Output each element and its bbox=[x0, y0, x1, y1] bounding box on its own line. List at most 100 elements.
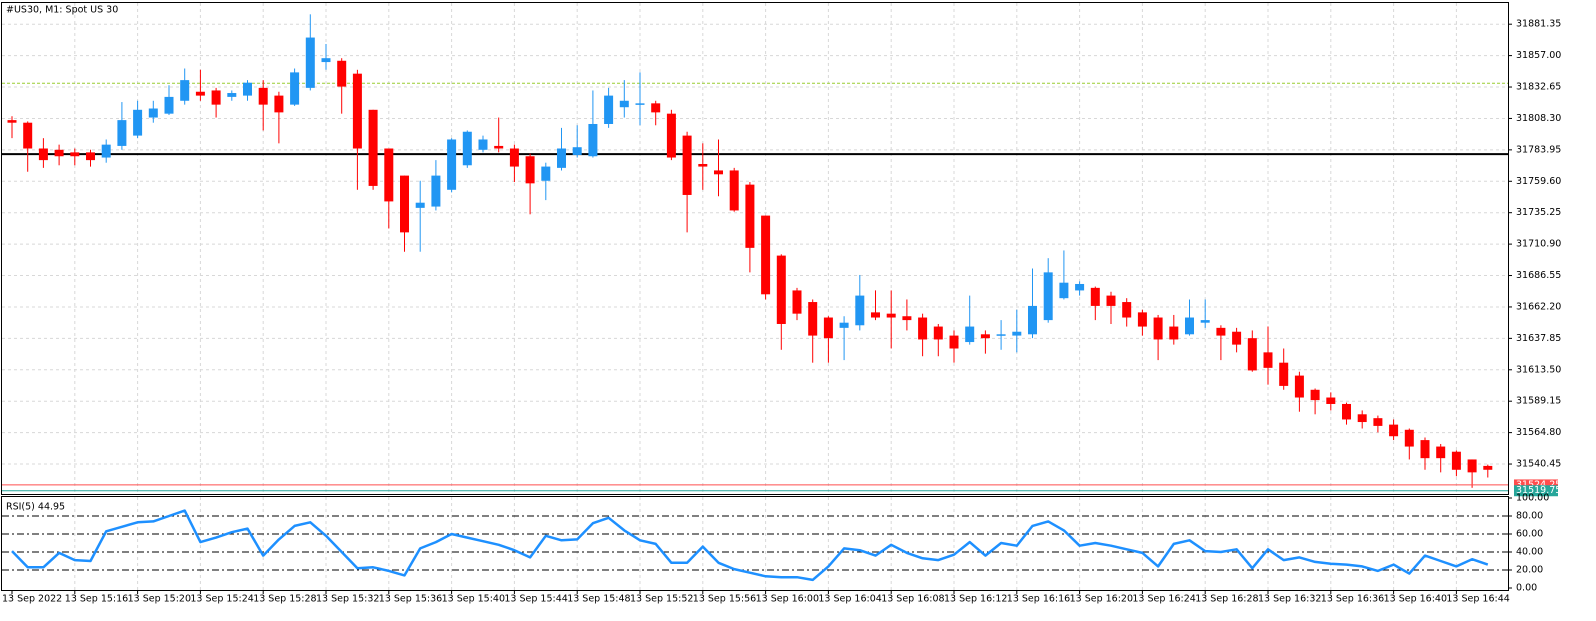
candle-body bbox=[337, 60, 347, 87]
x-tick-label: 13 Sep 15:48 bbox=[567, 594, 630, 605]
y-tick-label: 20.00 bbox=[1516, 565, 1543, 576]
candle-body bbox=[509, 148, 519, 167]
candle-body bbox=[384, 148, 394, 202]
x-tick-label: 13 Sep 15:16 bbox=[65, 594, 128, 605]
y-tick-label: 31832.65 bbox=[1516, 82, 1561, 93]
price-tag-label: 31524.25 bbox=[1516, 479, 1561, 490]
y-tick-label: 100.00 bbox=[1516, 493, 1549, 504]
candle-body bbox=[1043, 272, 1053, 321]
y-tick-label: 31881.35 bbox=[1516, 19, 1561, 30]
candle-body bbox=[651, 103, 661, 113]
candle-body bbox=[557, 148, 566, 168]
candle-body bbox=[572, 147, 582, 155]
candle-body bbox=[1483, 465, 1493, 470]
candle-body bbox=[180, 80, 190, 101]
candle-body bbox=[462, 131, 472, 166]
y-tick-label: 31686.55 bbox=[1516, 270, 1561, 281]
candle-body bbox=[666, 113, 676, 158]
x-tick-label: 13 Sep 16:36 bbox=[1321, 594, 1384, 605]
x-tick-label: 13 Sep 15:52 bbox=[630, 594, 693, 605]
candle-body bbox=[23, 122, 33, 149]
candle-body bbox=[965, 326, 975, 343]
candle-body bbox=[1420, 440, 1430, 459]
candle-body bbox=[290, 72, 300, 105]
candle-body bbox=[1342, 403, 1351, 420]
candle-body bbox=[1389, 424, 1399, 437]
candle-body bbox=[635, 103, 645, 105]
candle-body bbox=[305, 37, 315, 88]
candle-body bbox=[164, 96, 174, 114]
candle-body bbox=[86, 152, 95, 161]
candle-body bbox=[1294, 375, 1304, 398]
candle-body bbox=[227, 93, 237, 97]
price-panel-frame bbox=[1, 2, 1509, 495]
price-tag-box bbox=[1514, 479, 1558, 491]
candle-body bbox=[745, 184, 755, 248]
candle-body bbox=[808, 302, 818, 336]
x-tick-label: 13 Sep 16:08 bbox=[881, 594, 944, 605]
y-tick-label: 31857.00 bbox=[1516, 50, 1561, 61]
candle-body bbox=[368, 109, 378, 186]
y-tick-label: 31540.45 bbox=[1516, 459, 1561, 470]
x-tick-label: 13 Sep 15:20 bbox=[128, 594, 191, 605]
candle-body bbox=[1185, 317, 1194, 335]
candle-body bbox=[1216, 327, 1226, 336]
x-tick-label: 13 Sep 16:40 bbox=[1384, 594, 1447, 605]
candle-body bbox=[886, 313, 896, 318]
candle-body bbox=[478, 139, 488, 150]
candle-body bbox=[243, 82, 252, 96]
candle-body bbox=[274, 95, 284, 113]
y-tick-label: 31808.30 bbox=[1516, 113, 1561, 124]
candle-body bbox=[1279, 362, 1289, 386]
candle-body bbox=[1137, 312, 1147, 327]
y-tick-label: 31564.80 bbox=[1516, 427, 1561, 438]
candle-body bbox=[54, 149, 64, 157]
x-tick-label: 13 Sep 16:24 bbox=[1132, 594, 1195, 605]
candle-body bbox=[1326, 397, 1336, 404]
candle-body bbox=[1357, 414, 1367, 423]
candle-body bbox=[823, 317, 833, 339]
candle-body bbox=[1028, 305, 1037, 335]
rsi-title: RSI(5) 44.95 bbox=[6, 502, 65, 513]
candle-body bbox=[729, 170, 739, 211]
candle-body bbox=[1451, 451, 1461, 470]
y-tick-label: 31759.60 bbox=[1516, 176, 1561, 187]
candle-body bbox=[918, 317, 928, 340]
candle-body bbox=[117, 120, 127, 146]
candle-body bbox=[698, 163, 708, 167]
candle-body bbox=[1404, 429, 1414, 447]
candle-body bbox=[1200, 320, 1210, 323]
candle-body bbox=[1310, 389, 1320, 401]
candle-body bbox=[431, 175, 441, 207]
candle-body bbox=[871, 312, 880, 318]
candle-body bbox=[949, 335, 959, 349]
candle-body bbox=[792, 290, 802, 314]
chart-layer: 31881.35 31857.00 31832.65 31808.30 31783.95… bbox=[2, 3, 1561, 605]
candle-body bbox=[1059, 282, 1069, 299]
candle-body bbox=[682, 135, 692, 195]
candle-body bbox=[902, 316, 912, 321]
candle-body bbox=[1012, 331, 1022, 336]
candle-body bbox=[604, 95, 614, 124]
candle-body bbox=[714, 170, 723, 175]
candle-body bbox=[38, 148, 48, 161]
candle-body bbox=[1122, 302, 1132, 318]
y-tick-label: 60.00 bbox=[1516, 529, 1543, 540]
y-tick-label: 31662.20 bbox=[1516, 301, 1561, 312]
candle-body bbox=[7, 120, 17, 123]
x-tick-label: 13 Sep 16:00 bbox=[756, 594, 819, 605]
candle-body bbox=[447, 139, 457, 190]
candle-body bbox=[1090, 287, 1100, 306]
candle-body bbox=[1373, 418, 1383, 426]
x-tick-label: 13 Sep 15:56 bbox=[693, 594, 756, 605]
x-tick-label: 13 Sep 16:16 bbox=[1007, 594, 1070, 605]
candle-body bbox=[1169, 326, 1179, 340]
x-tick-label: 13 Sep 15:24 bbox=[190, 594, 253, 605]
y-tick-label: 31589.15 bbox=[1516, 396, 1561, 407]
chart-title: #US30, M1: Spot US 30 bbox=[6, 5, 118, 16]
candle-body bbox=[855, 295, 865, 326]
candle-body bbox=[776, 255, 786, 324]
candle-body bbox=[1232, 331, 1242, 345]
candle-body bbox=[321, 58, 331, 63]
